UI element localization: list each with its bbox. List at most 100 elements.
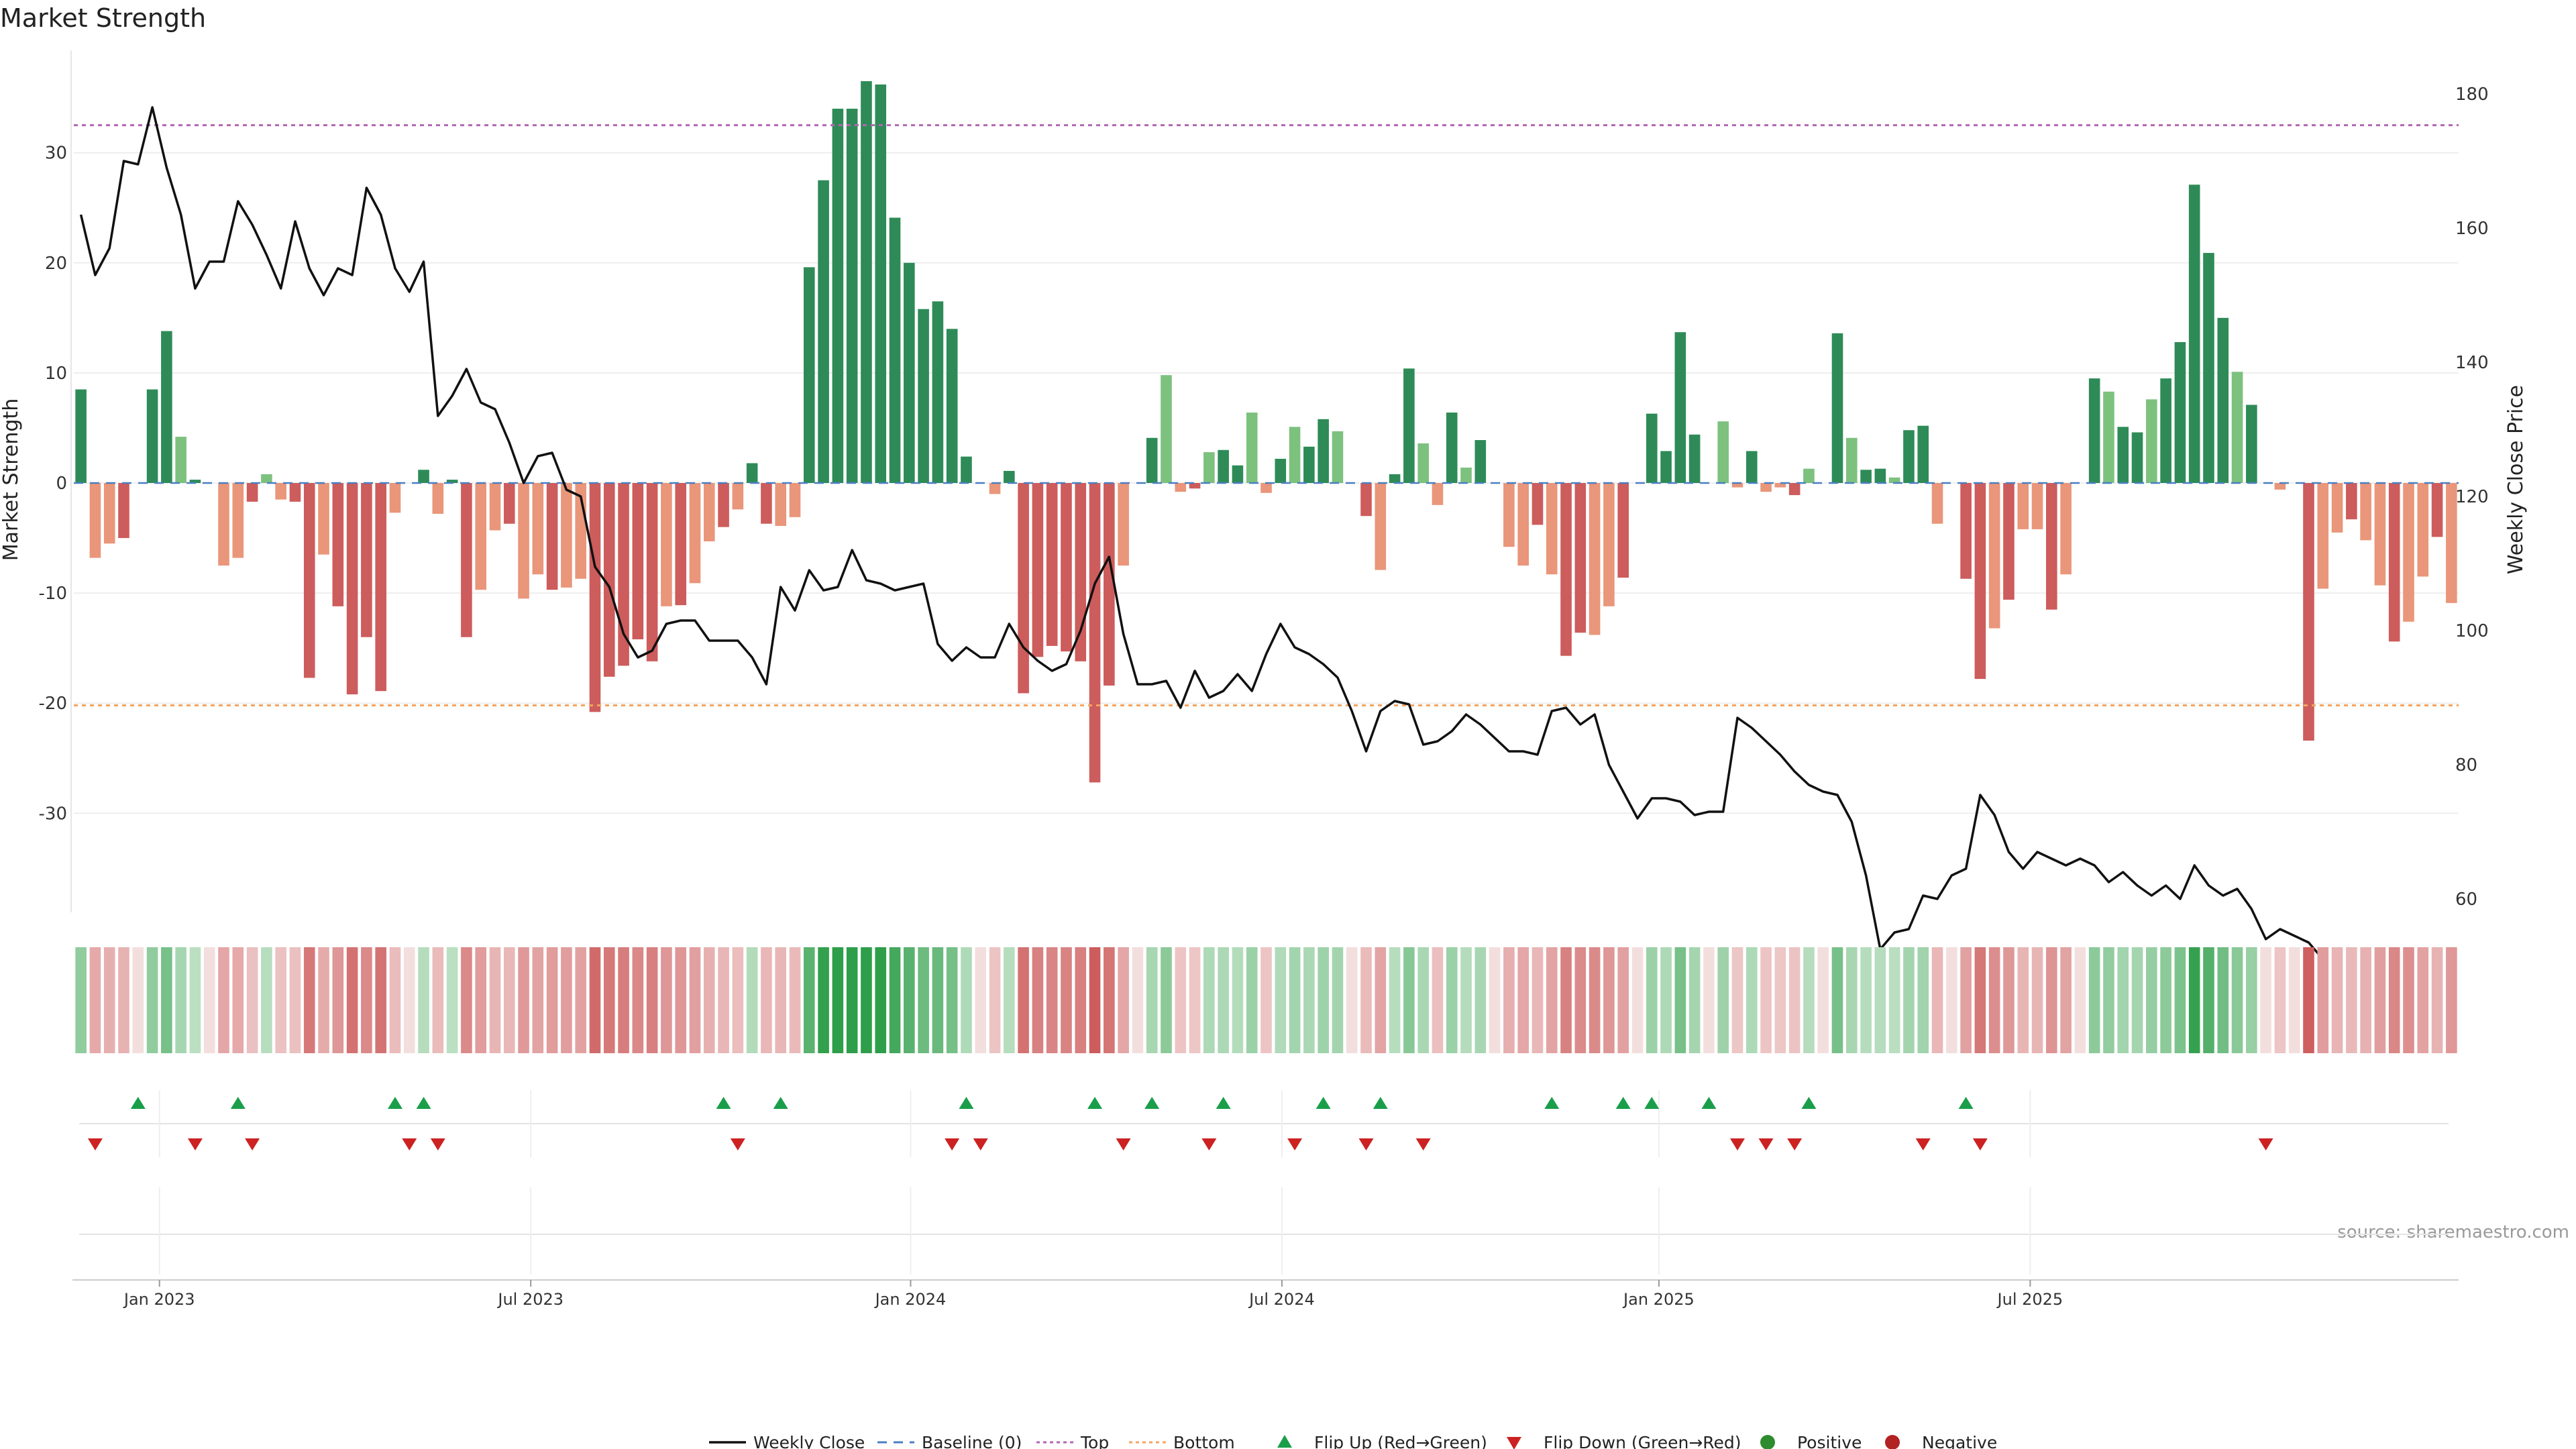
heat-cell — [1246, 947, 1258, 1053]
strength-bar — [2417, 483, 2429, 577]
heat-cell — [1931, 947, 1943, 1053]
strength-bar — [1203, 452, 1215, 483]
heat-cell — [861, 947, 872, 1053]
heat-cell — [2331, 947, 2343, 1053]
reference-lines — [74, 124, 2459, 706]
flip-down-marker — [1287, 1138, 1303, 1150]
strength-bar — [461, 483, 472, 637]
legend-label: Positive — [1797, 1433, 1862, 1449]
heat-cell — [303, 947, 315, 1053]
heat-cell — [218, 947, 229, 1053]
flip-down-marker — [1729, 1138, 1745, 1150]
strength-bar — [175, 437, 186, 483]
strength-bar — [389, 483, 401, 513]
strength-bar — [2331, 483, 2343, 533]
strength-bar — [1845, 437, 1858, 483]
heat-cell — [2217, 947, 2229, 1053]
strength-bar — [646, 483, 658, 661]
strength-bar — [2374, 483, 2386, 586]
strength-bar — [846, 109, 858, 484]
heat-cell — [489, 947, 501, 1053]
heat-cell — [2274, 947, 2286, 1053]
strength-bar — [232, 483, 244, 558]
heat-cell — [2403, 947, 2414, 1053]
strength-bar — [2060, 483, 2072, 575]
legend-label: Negative — [1922, 1433, 1997, 1449]
heat-cell — [2288, 947, 2300, 1053]
heat-cell — [2074, 947, 2086, 1053]
flip-up-marker — [1701, 1097, 1717, 1109]
strength-bar — [546, 483, 558, 590]
heat-cell — [2417, 947, 2429, 1053]
strength-bar — [689, 483, 701, 584]
strength-bar — [2188, 184, 2200, 483]
right-tick-label: 60 — [2455, 890, 2477, 910]
strength-bar — [1417, 443, 1429, 483]
strength-bar — [1318, 419, 1329, 483]
heat-cell — [2046, 947, 2057, 1053]
strength-bar — [246, 483, 258, 502]
strength-bar — [1746, 451, 1758, 483]
strength-bar — [1189, 483, 1201, 489]
flip-down-marker — [402, 1138, 417, 1150]
strength-bar — [918, 309, 929, 483]
heat-cell — [1603, 947, 1615, 1053]
strength-bar — [2317, 483, 2329, 589]
legend-label: Weekly Close — [753, 1433, 865, 1449]
strength-bar — [718, 483, 729, 527]
strength-bar — [1303, 446, 1315, 483]
strength-bar — [375, 483, 386, 692]
heat-cell — [918, 947, 929, 1053]
right-y-axis: 60 80 100 120 140 160 180 — [2455, 85, 2489, 910]
strength-bar — [632, 483, 644, 640]
heat-cell — [1032, 947, 1044, 1053]
flip-up-marker — [1144, 1097, 1160, 1109]
strength-bar — [2031, 483, 2043, 529]
strength-bar — [2246, 405, 2257, 483]
heat-cell — [2088, 947, 2100, 1053]
strength-bar — [2131, 432, 2143, 483]
strength-bar — [732, 483, 744, 510]
heat-cell — [1318, 947, 1329, 1053]
heat-cell — [975, 947, 987, 1053]
legend-positive-swatch — [1760, 1435, 1775, 1449]
heat-cell — [1831, 947, 1843, 1053]
heat-cell — [2388, 947, 2400, 1053]
heat-cell — [1917, 947, 1929, 1053]
heat-cell — [561, 947, 572, 1053]
left-tick-label: -10 — [39, 584, 67, 604]
strength-bar — [1218, 449, 1229, 483]
heat-cell — [1203, 947, 1215, 1053]
heat-cell — [1417, 947, 1429, 1053]
heat-cell — [989, 947, 1001, 1053]
strength-bar — [1004, 470, 1015, 483]
flip-up-marker — [1958, 1097, 1974, 1109]
right-tick-label: 180 — [2455, 85, 2489, 105]
strength-bar — [946, 329, 958, 483]
strength-bar — [1988, 483, 2000, 629]
heat-cell — [346, 947, 358, 1053]
heat-cell — [2160, 947, 2171, 1053]
strength-bar — [1546, 483, 1558, 575]
left-tick-label: 0 — [56, 474, 67, 494]
strength-bar — [2046, 483, 2057, 610]
strength-bar — [432, 483, 444, 514]
heat-cell — [1874, 947, 1886, 1053]
strength-bar — [2203, 253, 2214, 483]
heat-cell — [403, 947, 415, 1053]
heat-cell — [2017, 947, 2029, 1053]
heat-cell — [961, 947, 972, 1053]
heat-cell — [2031, 947, 2043, 1053]
strength-bar — [275, 483, 286, 500]
strength-bar — [2346, 483, 2357, 520]
strength-bar — [775, 483, 787, 526]
x-tick-label: Jan 2023 — [123, 1290, 195, 1309]
x-axis: Jan 2023 Jul 2023 Jan 2024 Jul 2024 Jan 2025… — [72, 1279, 2459, 1309]
heat-cell — [2431, 947, 2443, 1053]
strength-bar — [904, 262, 915, 483]
strength-bar — [1018, 483, 1029, 694]
strength-bar — [1831, 333, 1843, 483]
heat-cell — [1674, 947, 1686, 1053]
strength-bar — [261, 474, 272, 483]
heat-cell — [1631, 947, 1644, 1053]
